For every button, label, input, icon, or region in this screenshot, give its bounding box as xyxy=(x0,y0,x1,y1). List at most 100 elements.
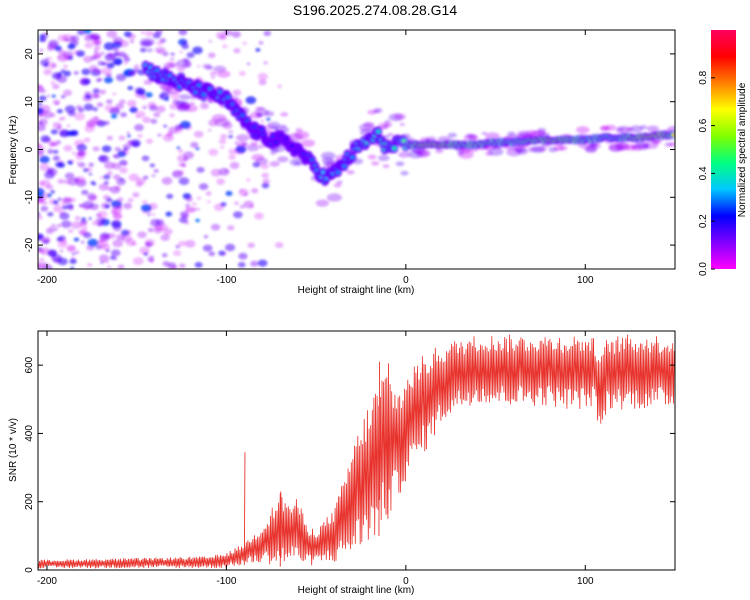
heatmap-noise-blob xyxy=(260,163,269,170)
heatmap-halo-blob xyxy=(270,148,279,153)
snr-spikes xyxy=(243,361,389,567)
heatmap-noise-blob xyxy=(65,38,70,42)
heatmap-noise-blob xyxy=(51,72,62,80)
heatmap-noise-blob xyxy=(50,81,56,85)
heatmap-noise-blob xyxy=(165,211,173,217)
heatmap-halo-blob xyxy=(639,125,648,130)
heatmap-halo-blob xyxy=(466,133,475,139)
heatmap-noise-blob xyxy=(161,253,168,258)
heatmap-noise-blob xyxy=(127,134,131,138)
heatmap-halo-blob xyxy=(646,125,660,133)
heatmap-noise-blob xyxy=(82,200,94,209)
heatmap-noise-blob xyxy=(245,96,257,105)
colorbar-tick-label: 0.2 xyxy=(698,214,709,228)
heatmap-noise-blob xyxy=(77,162,86,168)
heatmap-noise-blob xyxy=(111,162,122,170)
heatmap-noise-blob xyxy=(145,30,154,37)
heatmap-noise-blob xyxy=(47,211,54,217)
heatmap-ridge-core xyxy=(309,158,314,162)
heatmap-noise-blob xyxy=(83,232,92,239)
heatmap-noise-blob xyxy=(83,137,91,143)
heatmap-noise-blob xyxy=(84,32,89,36)
heatmap-noise-blob xyxy=(40,236,51,244)
heatmap-halo-blob xyxy=(163,63,175,70)
heatmap-noise-blob xyxy=(110,209,118,215)
heatmap-noise-blob xyxy=(142,116,152,124)
heatmap-ridge-core xyxy=(167,74,172,78)
heatmap-noise-blob xyxy=(218,167,230,176)
heatmap-noise-blob xyxy=(139,246,150,255)
heatmap-halo-blob xyxy=(629,125,643,133)
heatmap-noise-blob xyxy=(62,205,68,210)
heatmap-noise-blob xyxy=(123,31,132,38)
heatmap-noise-blob xyxy=(66,124,71,128)
heatmap-noise-blob xyxy=(38,149,45,156)
heatmap-noise-blob xyxy=(50,112,56,118)
heatmap-noise-blob xyxy=(52,155,61,161)
heatmap-noise-blob xyxy=(63,89,73,97)
heatmap-noise-blob xyxy=(139,47,147,53)
heatmap-noise-blob xyxy=(178,240,186,247)
heatmap-noise-blob xyxy=(134,87,144,94)
heatmap-noise-blob xyxy=(39,48,44,52)
spectrogram-x-ticks: -200 -100 0 100 xyxy=(37,30,594,286)
heatmap-noise-blob xyxy=(149,255,154,259)
snr-spike xyxy=(279,491,282,567)
heatmap-noise-blob xyxy=(51,224,56,228)
heatmap-noise-blob xyxy=(57,34,68,42)
heatmap-noise-blob xyxy=(262,178,270,184)
heatmap-noise-blob xyxy=(249,204,255,209)
heatmap-noise-blob xyxy=(104,61,109,65)
heatmap-noise-blob xyxy=(136,177,146,185)
heatmap-noise-blob xyxy=(38,214,43,220)
heatmap-noise-blob xyxy=(112,47,119,52)
heatmap-ridge-core xyxy=(376,130,381,134)
heatmap-noise-blob xyxy=(255,48,261,52)
heatmap-ridge-blobs xyxy=(139,37,675,207)
spectrogram-y-tick-label: -20 xyxy=(24,237,35,252)
heatmap-ridge-core xyxy=(350,155,355,159)
heatmap-halo-blob xyxy=(363,121,375,128)
heatmap-halo-blob xyxy=(211,114,227,123)
heatmap-noise-blob xyxy=(57,197,62,201)
heatmap-noise-blob xyxy=(53,149,59,154)
heatmap-noise-blob xyxy=(208,39,213,43)
heatmap-noise-blob xyxy=(78,203,84,208)
heatmap-halo-blob xyxy=(280,112,289,117)
heatmap-noise-blob xyxy=(46,94,51,98)
heatmap-noise-blob xyxy=(143,175,149,180)
heatmap-noise-blob xyxy=(257,72,268,81)
heatmap-halo-blob xyxy=(315,199,330,207)
heatmap-noise-blob xyxy=(117,197,124,202)
heatmap-noise-blob xyxy=(97,223,101,227)
heatmap-noise-blob xyxy=(91,92,100,99)
heatmap-noise-blob xyxy=(74,216,81,221)
heatmap-noise-blob xyxy=(51,64,56,67)
heatmap-noise-blob xyxy=(185,208,191,213)
heatmap-noise-blob xyxy=(76,143,87,152)
heatmap-noise-blob xyxy=(101,145,112,153)
heatmap-noise-blob xyxy=(219,133,228,140)
colorbar-ticks: 0.0 0.2 0.4 0.6 0.8 xyxy=(698,70,715,276)
heatmap-noise-blob xyxy=(216,178,226,185)
heatmap-noise-blob xyxy=(39,257,45,262)
heatmap-noise-blob xyxy=(96,102,104,108)
heatmap-ridge-core xyxy=(201,92,206,97)
colorbar-bar xyxy=(711,30,736,269)
heatmap-noise-blob xyxy=(38,123,46,132)
heatmap-noise-blob xyxy=(88,217,92,220)
heatmap-halo-blob xyxy=(644,141,659,149)
heatmap-noise-blob xyxy=(196,196,202,200)
heatmap-noise-blob xyxy=(64,172,75,180)
heatmap-noise-blob xyxy=(81,189,89,196)
heatmap-noise-blob xyxy=(106,135,113,141)
heatmap-noise-blob xyxy=(103,42,115,51)
heatmap-noise-blob xyxy=(151,213,156,216)
heatmap-noise-blob xyxy=(261,182,270,189)
heatmap-noise-blob xyxy=(170,265,178,269)
snr-x-tick-label: 100 xyxy=(577,576,594,587)
heatmap-noise-blob xyxy=(228,154,236,160)
heatmap-halo-blob xyxy=(255,157,268,165)
snr-y-tick-label: 200 xyxy=(24,493,35,510)
